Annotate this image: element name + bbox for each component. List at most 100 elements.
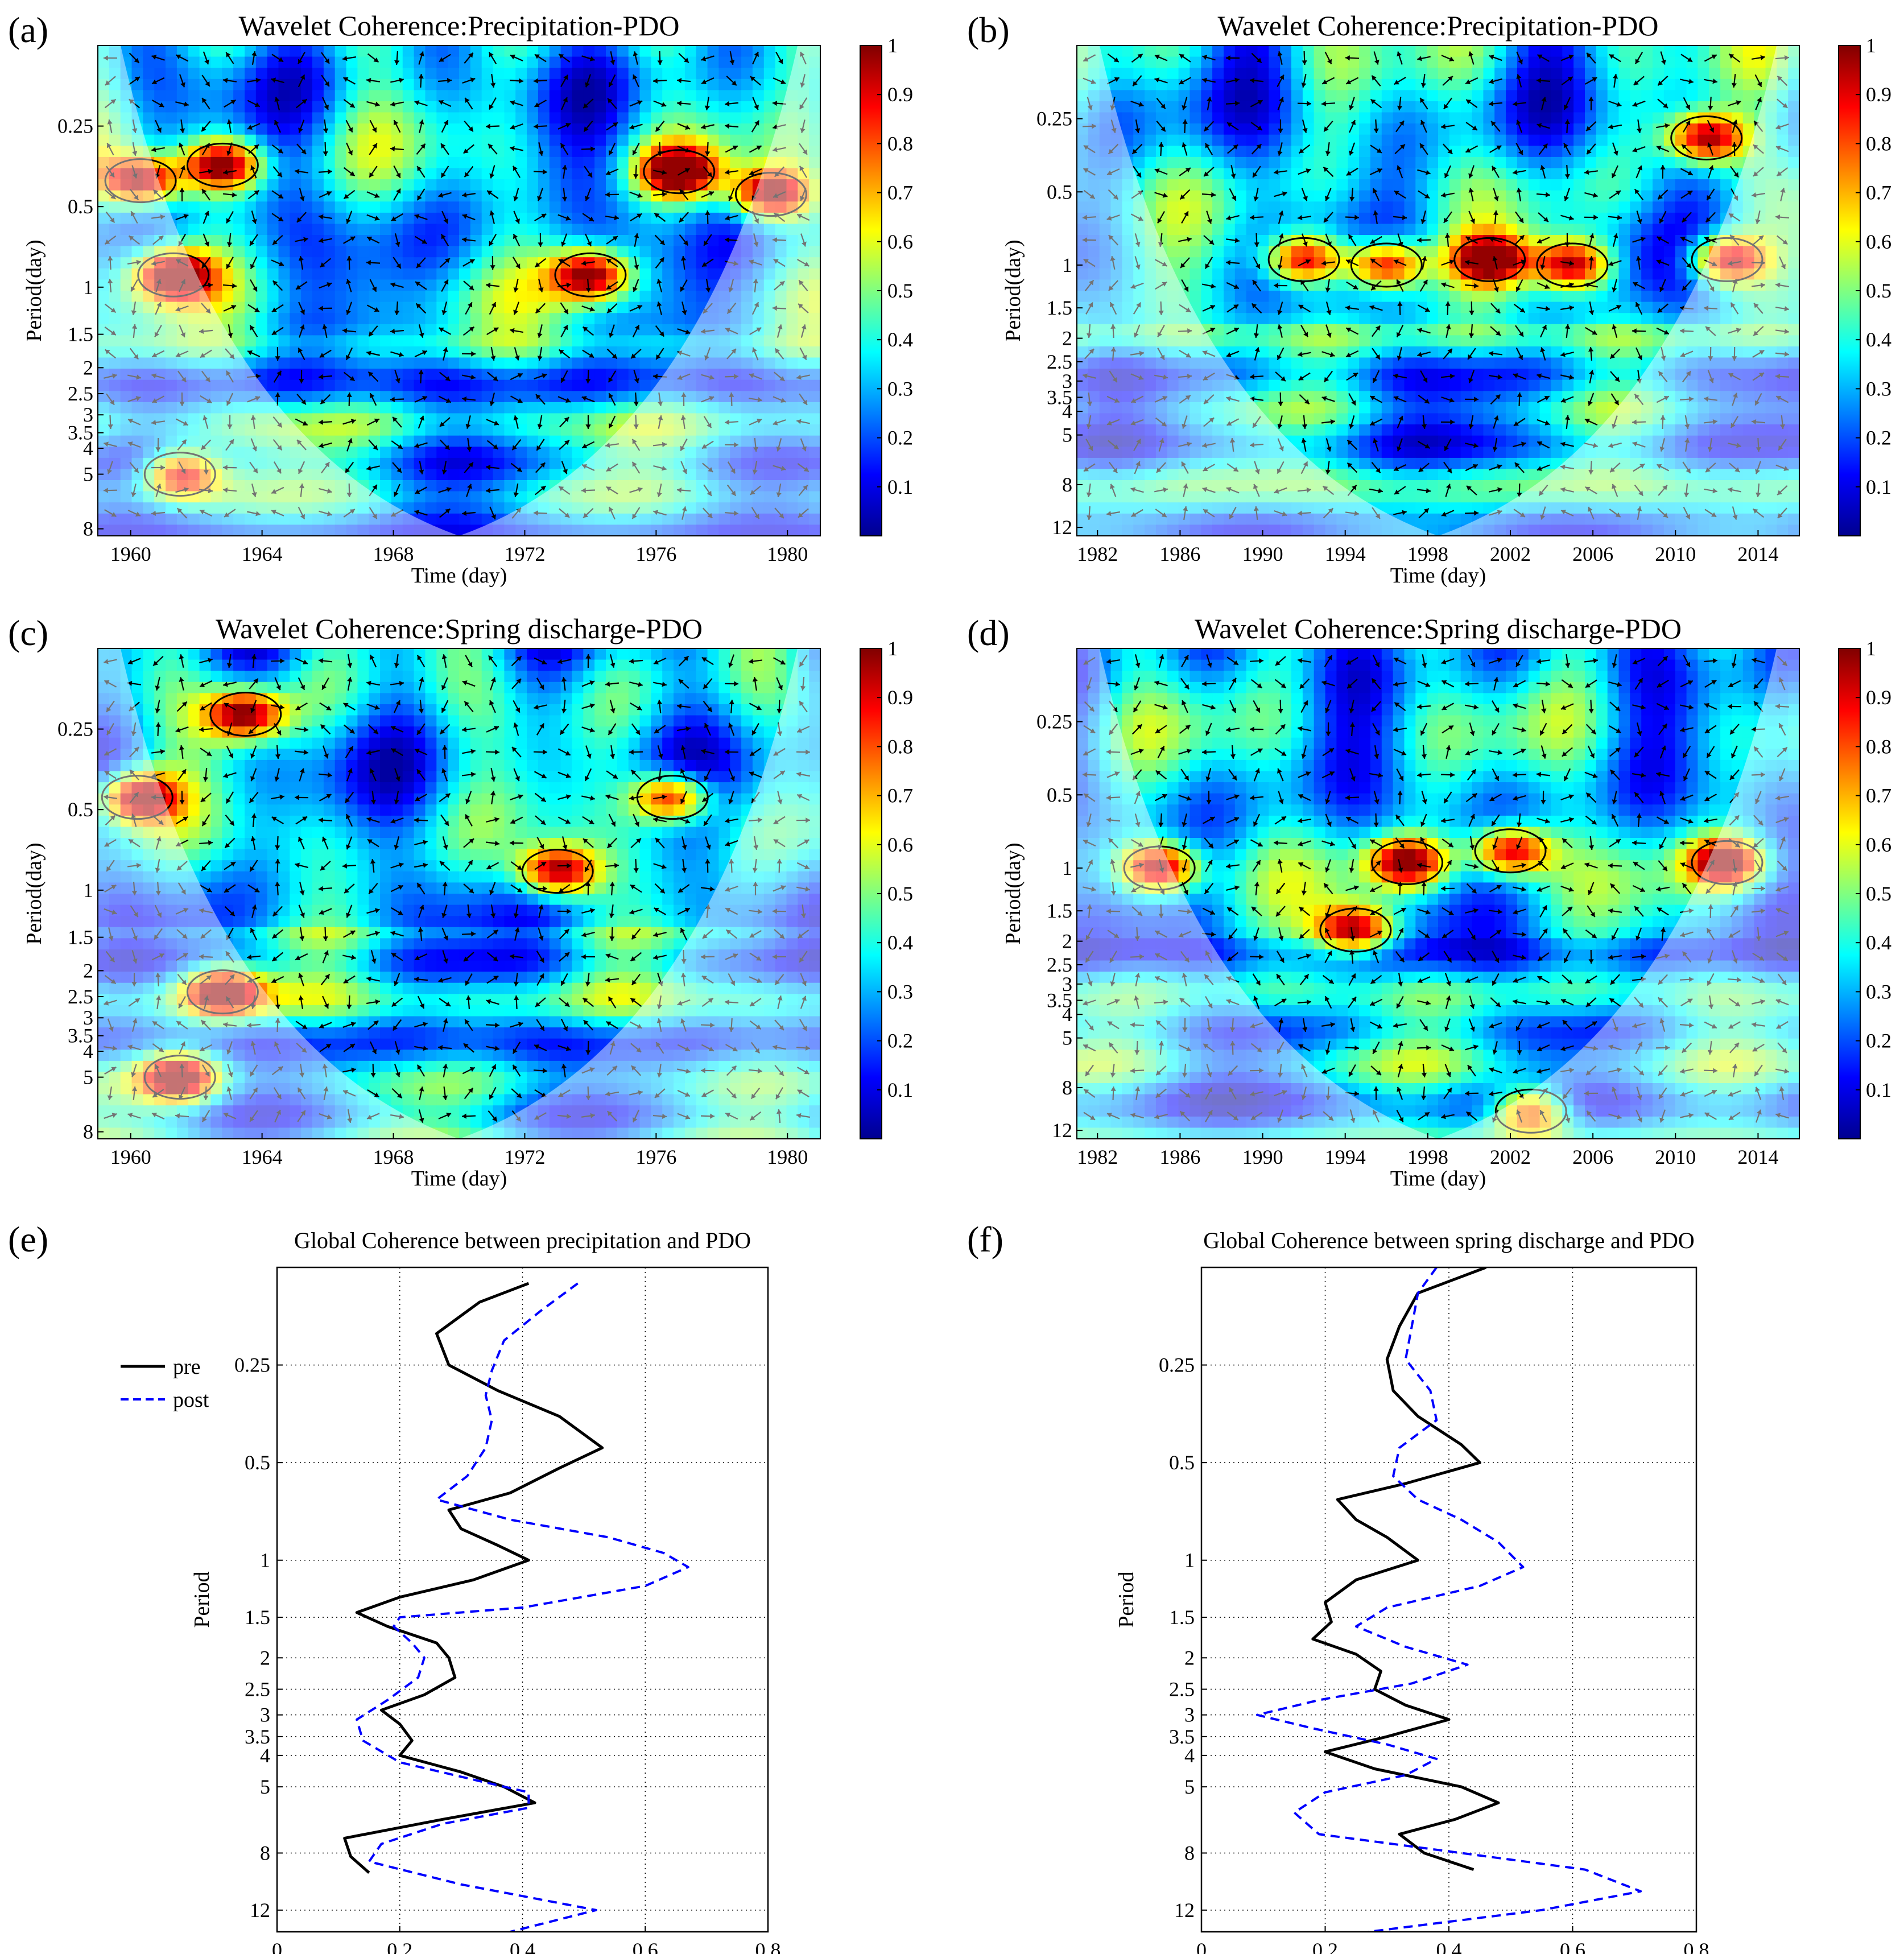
coherence-cell [1663,46,1676,57]
coherence-cell [515,324,527,336]
coherence-cell [414,168,426,180]
coherence-cell [798,435,809,447]
coherence-cell [154,357,166,369]
coherence-cell [1314,179,1326,191]
coherence-cell [357,279,369,291]
coherence-cell [1404,134,1416,146]
coherence-cell [233,235,245,247]
coherence-cell [470,235,482,247]
coherence-cell [1190,146,1201,158]
coherence-cell [1427,79,1439,90]
coherence-cell [1302,134,1315,146]
coherence-cell [233,190,245,202]
coherence-cell [515,313,527,325]
coherence-cell [278,346,290,358]
coherence-cell [334,301,347,313]
coherence-cell [380,491,392,503]
coherence-cell [154,68,166,80]
coherence-cell [809,335,820,347]
coherence-cell [1472,56,1484,68]
coherence-cell [481,335,494,347]
coherence-cell [425,435,437,447]
coherence-cell [425,291,437,303]
coherence-cell [786,480,798,492]
coherence-cell [1381,68,1394,80]
coherence-cell [1224,68,1236,80]
coherence-cell [481,90,494,102]
coherence-cell [1506,68,1518,80]
coherence-cell [166,235,177,247]
coherence-cell [617,168,629,180]
coherence-cell [346,156,358,169]
coherence-cell [1472,90,1484,102]
coherence-cell [290,201,301,213]
coherence-cell [448,502,460,514]
coherence-cell [1178,179,1190,191]
coherence-cell [109,457,121,470]
coherence-cell [493,424,505,436]
coherence-cell [414,379,426,391]
coherence-cell [210,379,222,391]
coherence-cell [267,369,279,381]
coherence-cell [493,134,505,146]
coherence-cell [617,346,629,358]
coherence-cell [369,424,381,436]
coherence-cell [493,224,505,236]
coherence-cell [1494,112,1506,124]
coherence-cell [730,424,742,436]
coherence-cell [798,68,809,80]
coherence-cell [730,447,742,458]
coherence-cell [267,201,279,213]
coherence-cell [267,156,279,169]
coherence-cell [1314,46,1326,57]
coherence-cell [188,246,200,258]
coherence-cell [1460,56,1473,68]
coherence-cell [560,112,572,124]
coherence-cell [233,369,245,381]
coherence-cell [515,224,527,236]
coherence-cell [402,402,415,414]
coherence-cell [278,235,290,247]
coherence-cell [662,402,674,414]
coherence-cell [493,190,505,202]
coherence-cell [391,402,403,414]
coherence-cell [357,357,369,369]
coherence-cell [357,201,369,213]
coherence-cell [718,246,730,258]
coherence-cell [199,447,211,458]
coherence-cell [199,56,211,68]
coherence-cell [1348,156,1360,169]
coherence-cell [1359,156,1371,169]
coherence-cell [560,134,572,146]
coherence-cell [357,379,369,391]
coherence-cell [312,435,324,447]
coherence-cell [1720,90,1732,102]
coherence-cell [684,257,697,269]
coherence-cell [786,379,798,391]
coherence-cell [188,369,200,381]
coherence-cell [606,201,618,213]
coherence-cell [1562,90,1574,102]
coherence-cell [267,513,279,525]
coherence-cell [786,134,798,146]
coherence-cell [380,268,392,280]
coherence-cell [1269,179,1281,191]
coherence-cell [188,212,200,225]
coherence-cell [143,56,155,68]
coherence-cell [1269,156,1281,169]
coherence-cell [176,335,189,347]
coherence-cell [290,190,301,202]
coherence-cell [493,46,505,57]
coherence-cell [210,146,222,158]
coherence-cell [730,224,742,236]
coherence-cell [752,134,765,146]
coherence-cell [684,335,697,347]
coherence-cell [1675,56,1687,68]
coherence-cell [98,313,110,325]
coherence-cell [481,502,494,514]
coherence-cell [662,469,674,481]
colorbar-tick-label: 0.9 [887,83,913,106]
coherence-cell [210,224,222,236]
coherence-cell [188,257,200,269]
coherence-cell [255,279,268,291]
